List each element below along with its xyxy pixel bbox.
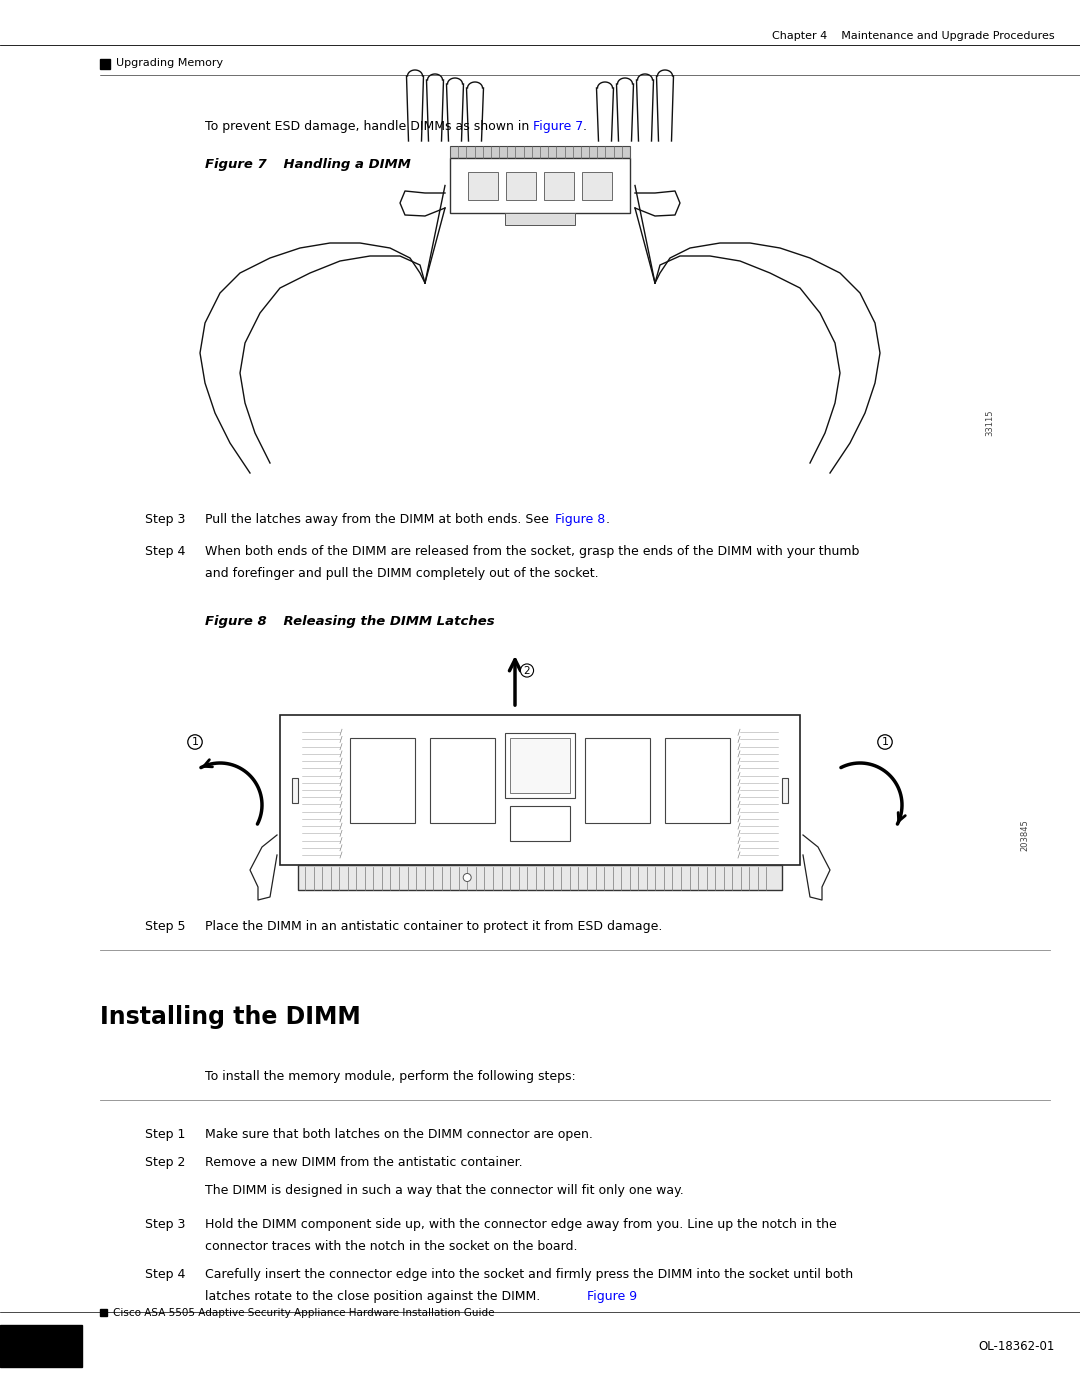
Text: Step 5: Step 5 — [145, 921, 186, 933]
Polygon shape — [804, 835, 831, 900]
Bar — [100, 1309, 107, 1316]
Text: Place the DIMM in an antistatic container to protect it from ESD damage.: Place the DIMM in an antistatic containe… — [205, 921, 662, 933]
Bar — [450, 158, 630, 212]
Bar — [782, 778, 788, 802]
Text: Step 2: Step 2 — [145, 1155, 186, 1169]
Bar — [505, 212, 575, 225]
Bar — [582, 172, 612, 200]
Text: Figure 7: Figure 7 — [205, 158, 267, 170]
Text: latches rotate to the close position against the DIMM.: latches rotate to the close position aga… — [205, 1289, 540, 1303]
Text: .: . — [606, 513, 610, 527]
Bar — [430, 738, 495, 823]
Text: Upgrading Memory: Upgrading Memory — [116, 59, 224, 68]
Text: OL-18362-01: OL-18362-01 — [978, 1340, 1055, 1352]
Text: Pull the latches away from the DIMM at both ends. See: Pull the latches away from the DIMM at b… — [205, 513, 553, 527]
Bar — [665, 738, 730, 823]
Text: Make sure that both latches on the DIMM connector are open.: Make sure that both latches on the DIMM … — [205, 1127, 593, 1141]
Text: Step 4: Step 4 — [145, 545, 186, 557]
Text: Figure 8: Figure 8 — [555, 513, 605, 527]
Text: 4-8: 4-8 — [27, 1338, 55, 1354]
Text: and forefinger and pull the DIMM completely out of the socket.: and forefinger and pull the DIMM complet… — [205, 567, 598, 580]
Bar — [292, 778, 298, 802]
Text: Figure 7: Figure 7 — [534, 120, 583, 133]
Text: Figure 8: Figure 8 — [205, 615, 267, 629]
Text: Carefully insert the connector edge into the socket and firmly press the DIMM in: Carefully insert the connector edge into… — [205, 1268, 853, 1281]
Text: Hold the DIMM component side up, with the connector edge away from you. Line up : Hold the DIMM component side up, with th… — [205, 1218, 837, 1231]
Bar — [280, 715, 800, 865]
Text: 1: 1 — [191, 738, 199, 747]
Text: Step 3: Step 3 — [145, 513, 186, 527]
Text: To install the memory module, perform the following steps:: To install the memory module, perform th… — [205, 1070, 576, 1083]
Text: Chapter 4    Maintenance and Upgrade Procedures: Chapter 4 Maintenance and Upgrade Proced… — [772, 31, 1055, 41]
Text: connector traces with the notch in the socket on the board.: connector traces with the notch in the s… — [205, 1241, 578, 1253]
Bar — [585, 738, 650, 823]
Text: Step 1: Step 1 — [145, 1127, 186, 1141]
Bar — [544, 172, 573, 200]
Text: 203845: 203845 — [1021, 819, 1029, 851]
Text: 1: 1 — [881, 738, 889, 747]
Bar — [507, 172, 536, 200]
Bar — [298, 865, 782, 890]
Bar — [505, 733, 575, 798]
Text: Installing the DIMM: Installing the DIMM — [100, 1004, 361, 1030]
Text: 2: 2 — [524, 665, 530, 676]
Text: Remove a new DIMM from the antistatic container.: Remove a new DIMM from the antistatic co… — [205, 1155, 523, 1169]
Text: Cisco ASA 5505 Adaptive Security Appliance Hardware Installation Guide: Cisco ASA 5505 Adaptive Security Applian… — [113, 1308, 495, 1317]
Text: The DIMM is designed in such a way that the connector will fit only one way.: The DIMM is designed in such a way that … — [205, 1185, 684, 1197]
Text: Figure 9: Figure 9 — [588, 1289, 637, 1303]
Text: Releasing the DIMM Latches: Releasing the DIMM Latches — [265, 615, 495, 629]
Bar — [100, 59, 110, 68]
Bar — [510, 738, 570, 793]
Polygon shape — [249, 835, 276, 900]
Circle shape — [463, 873, 471, 882]
Bar — [350, 738, 415, 823]
Text: .: . — [583, 120, 588, 133]
Bar — [468, 172, 498, 200]
Text: Step 4: Step 4 — [145, 1268, 186, 1281]
Bar — [450, 147, 630, 158]
Bar — [510, 806, 570, 841]
Text: Handling a DIMM: Handling a DIMM — [265, 158, 410, 170]
Text: When both ends of the DIMM are released from the socket, grasp the ends of the D: When both ends of the DIMM are released … — [205, 545, 860, 557]
Text: 33115: 33115 — [986, 409, 995, 436]
Bar — [0, 1324, 82, 1368]
Text: Step 3: Step 3 — [145, 1218, 186, 1231]
Text: To prevent ESD damage, handle DIMMs as shown in: To prevent ESD damage, handle DIMMs as s… — [205, 120, 534, 133]
